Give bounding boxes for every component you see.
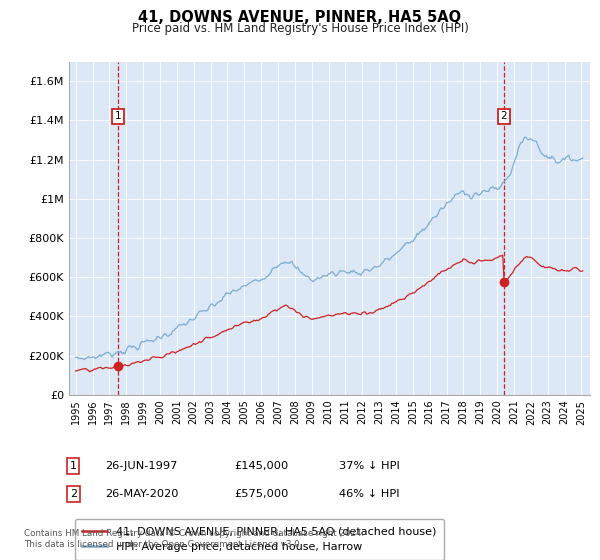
Legend: 41, DOWNS AVENUE, PINNER, HA5 5AQ (detached house), HPI: Average price, detached: 41, DOWNS AVENUE, PINNER, HA5 5AQ (detac…: [74, 519, 444, 560]
Text: 37% ↓ HPI: 37% ↓ HPI: [339, 461, 400, 471]
Text: 2: 2: [500, 111, 507, 122]
Text: £145,000: £145,000: [234, 461, 288, 471]
Text: Contains HM Land Registry data © Crown copyright and database right 2024.
This d: Contains HM Land Registry data © Crown c…: [24, 529, 364, 549]
Text: 26-JUN-1997: 26-JUN-1997: [105, 461, 178, 471]
Text: £575,000: £575,000: [234, 489, 289, 499]
Text: 2: 2: [70, 489, 77, 499]
Text: Price paid vs. HM Land Registry's House Price Index (HPI): Price paid vs. HM Land Registry's House …: [131, 22, 469, 35]
Text: 41, DOWNS AVENUE, PINNER, HA5 5AQ: 41, DOWNS AVENUE, PINNER, HA5 5AQ: [139, 10, 461, 25]
Text: 46% ↓ HPI: 46% ↓ HPI: [339, 489, 400, 499]
Text: 26-MAY-2020: 26-MAY-2020: [105, 489, 179, 499]
Text: 1: 1: [70, 461, 77, 471]
Text: 1: 1: [115, 111, 121, 122]
